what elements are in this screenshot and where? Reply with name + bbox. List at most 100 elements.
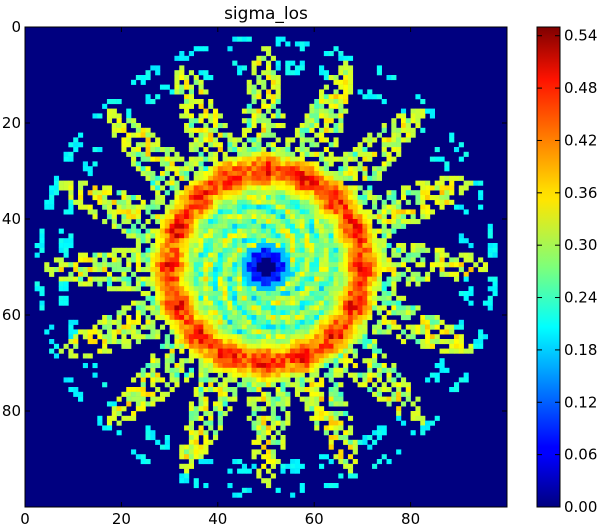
heatmap-cell bbox=[396, 411, 402, 417]
heatmap-cell bbox=[328, 334, 334, 340]
heatmap-cell bbox=[58, 247, 64, 253]
heatmap-cell bbox=[314, 247, 320, 253]
heatmap-cell bbox=[193, 435, 199, 441]
heatmap-cell bbox=[155, 310, 161, 316]
heatmap-cell bbox=[266, 468, 272, 474]
heatmap-cell bbox=[381, 382, 387, 388]
heatmap-cell bbox=[68, 319, 74, 325]
heatmap-cell bbox=[131, 329, 137, 335]
heatmap-cell bbox=[150, 142, 156, 148]
heatmap-cell bbox=[232, 238, 238, 244]
heatmap-cell bbox=[198, 84, 204, 90]
heatmap-cell bbox=[261, 315, 267, 321]
heatmap-cell bbox=[193, 214, 199, 220]
heatmap-cell bbox=[328, 156, 334, 162]
heatmap-cell bbox=[212, 127, 219, 133]
heatmap-cell bbox=[184, 334, 190, 340]
heatmap-cell bbox=[164, 367, 170, 373]
heatmap-cell bbox=[463, 291, 469, 297]
heatmap-cell bbox=[198, 185, 204, 191]
heatmap-cell bbox=[184, 108, 190, 114]
heatmap-cell bbox=[352, 214, 358, 220]
heatmap-cell bbox=[299, 132, 305, 138]
heatmap-cell bbox=[227, 257, 233, 263]
heatmap-cell bbox=[304, 199, 310, 205]
heatmap-cell bbox=[266, 295, 272, 301]
heatmap-cell bbox=[309, 223, 315, 229]
heatmap-cell bbox=[102, 343, 108, 349]
heatmap-cell bbox=[343, 233, 349, 239]
heatmap-cell bbox=[314, 99, 320, 105]
heatmap-cell bbox=[362, 137, 368, 143]
heatmap-cell bbox=[174, 180, 180, 186]
heatmap-cell bbox=[106, 204, 113, 210]
heatmap-cell bbox=[333, 142, 339, 148]
heatmap-cell bbox=[251, 190, 257, 196]
heatmap-cell bbox=[290, 372, 296, 378]
heatmap-cell bbox=[381, 262, 387, 268]
heatmap-cell bbox=[319, 377, 325, 383]
heatmap-cell bbox=[256, 94, 262, 100]
heatmap-cell bbox=[386, 233, 392, 239]
heatmap-cell bbox=[275, 156, 281, 162]
heatmap-cell bbox=[140, 132, 146, 138]
heatmap-cell bbox=[328, 367, 334, 373]
heatmap-cell bbox=[203, 257, 209, 263]
heatmap-cell bbox=[116, 113, 122, 119]
heatmap-cell bbox=[135, 315, 141, 321]
heatmap-cell bbox=[314, 415, 320, 421]
heatmap-cell bbox=[386, 324, 392, 330]
heatmap-cell bbox=[333, 171, 339, 177]
heatmap-cell bbox=[396, 209, 402, 215]
heatmap-cell bbox=[256, 171, 262, 177]
heatmap-cell bbox=[410, 190, 416, 196]
heatmap-cell bbox=[294, 329, 301, 335]
heatmap-cell bbox=[285, 348, 291, 354]
heatmap-cell bbox=[362, 257, 368, 263]
heatmap-cell bbox=[111, 415, 117, 421]
heatmap-cell bbox=[275, 300, 281, 306]
heatmap-cell bbox=[309, 233, 315, 239]
heatmap-cell bbox=[232, 199, 238, 205]
heatmap-cell bbox=[444, 190, 450, 196]
heatmap-cell bbox=[338, 391, 344, 397]
heatmap-cell bbox=[237, 166, 243, 172]
heatmap-cell bbox=[280, 199, 286, 205]
heatmap-cell bbox=[391, 223, 397, 229]
chart-title: sigma_los bbox=[224, 4, 308, 24]
heatmap-cell bbox=[323, 84, 329, 90]
heatmap-cell bbox=[290, 305, 296, 311]
heatmap-cell bbox=[333, 391, 339, 397]
heatmap-cell bbox=[261, 223, 267, 229]
heatmap-cell bbox=[285, 343, 291, 349]
heatmap-cell bbox=[343, 411, 349, 417]
heatmap-cell bbox=[227, 396, 233, 402]
heatmap-cell bbox=[266, 478, 272, 484]
heatmap-cell bbox=[237, 243, 243, 249]
heatmap-cell bbox=[420, 195, 426, 201]
heatmap-cell bbox=[420, 319, 426, 325]
heatmap-cell bbox=[251, 449, 257, 455]
heatmap-cell bbox=[203, 75, 209, 81]
heatmap-cell bbox=[169, 353, 175, 359]
heatmap-cell bbox=[386, 291, 392, 297]
heatmap-cell bbox=[246, 252, 252, 258]
heatmap-cell bbox=[299, 267, 305, 273]
heatmap-cell bbox=[280, 281, 286, 287]
heatmap-cell bbox=[333, 214, 339, 220]
heatmap-cell bbox=[227, 209, 233, 215]
heatmap-cell bbox=[367, 233, 373, 239]
heatmap-cell bbox=[198, 334, 204, 340]
heatmap-cell bbox=[367, 89, 373, 95]
heatmap-cell bbox=[121, 195, 127, 201]
heatmap-cell bbox=[227, 343, 233, 349]
heatmap-cell bbox=[304, 214, 310, 220]
heatmap-cell bbox=[425, 339, 431, 345]
heatmap-cell bbox=[434, 156, 440, 162]
heatmap-cell bbox=[241, 65, 248, 71]
heatmap-cell bbox=[164, 276, 170, 282]
heatmap-cell bbox=[309, 329, 315, 335]
heatmap-cell bbox=[468, 300, 474, 306]
heatmap-cell bbox=[155, 65, 161, 71]
heatmap-cell bbox=[386, 281, 392, 287]
